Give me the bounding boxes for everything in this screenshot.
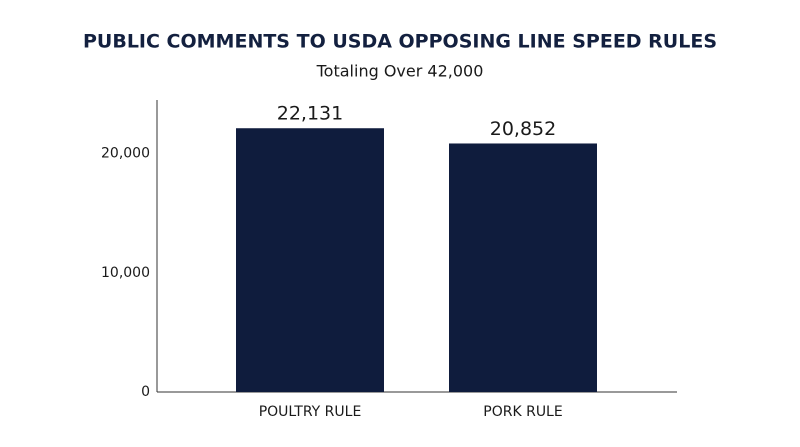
x-tick-label: PORK RULE (483, 404, 562, 420)
bar (236, 128, 384, 392)
y-tick-label: 10,000 (101, 265, 150, 281)
y-tick-label: 0 (141, 384, 150, 400)
bar (449, 143, 597, 392)
value-label: 22,131 (277, 103, 343, 125)
x-tick-label: POULTRY RULE (259, 404, 362, 420)
value-label: 20,852 (490, 118, 556, 140)
chart-title: PUBLIC COMMENTS TO USDA OPPOSING LINE SP… (83, 31, 717, 53)
chart-subtitle: Totaling Over 42,000 (316, 62, 484, 81)
y-tick-label: 20,000 (101, 146, 150, 162)
